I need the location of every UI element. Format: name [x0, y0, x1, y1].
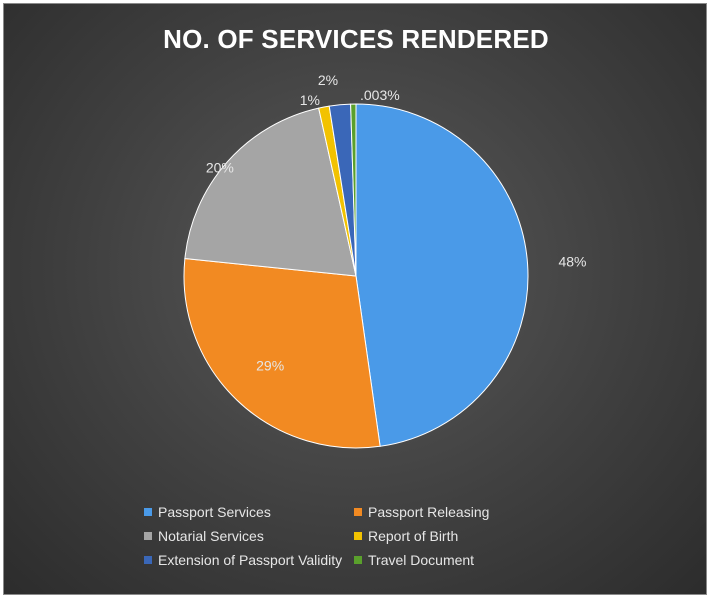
legend-item: Passport Services	[144, 504, 354, 520]
chart-title: NO. OF SERVICES RENDERED	[163, 24, 549, 54]
legend-item: Extension of Passport Validity	[144, 552, 354, 568]
data-label-passport-services: 48%	[558, 254, 586, 270]
legend-item: Notarial Services	[144, 528, 354, 544]
data-label-travel-document: .003%	[360, 87, 400, 103]
legend-swatch	[354, 508, 362, 516]
legend-swatch	[354, 532, 362, 540]
legend-swatch	[144, 532, 152, 540]
legend-label: Report of Birth	[368, 528, 459, 544]
legend-label: Passport Releasing	[368, 504, 490, 520]
pie-slice-passport-releasing	[183, 258, 381, 449]
legend-item: Travel Document	[354, 552, 564, 568]
legend-item: Report of Birth	[354, 528, 564, 544]
legend-item: Passport Releasing	[354, 504, 564, 520]
data-label-notarial-services: 20%	[206, 159, 234, 175]
legend-swatch	[354, 556, 362, 564]
legend-label: Passport Services	[158, 504, 271, 520]
legend-label: Travel Document	[368, 552, 475, 568]
legend-label: Extension of Passport Validity	[158, 552, 343, 568]
pie-slice-passport-services	[355, 103, 529, 447]
pie-slice-notarial-services	[184, 107, 357, 277]
pie-slice-travel-document	[350, 103, 357, 277]
data-label-extension-of-passport-validity: 2%	[318, 72, 338, 88]
pie-chart: 48% 29% 20% 1% 2% .003%	[183, 72, 586, 449]
chart-area: NO. OF SERVICES RENDERED 48% 29% 20% 1% 2% .0…	[3, 3, 707, 595]
legend-swatch	[144, 508, 152, 516]
legend-swatch	[144, 556, 152, 564]
data-label-passport-releasing: 29%	[256, 357, 284, 373]
legend: Passport Services Passport Releasing Notar…	[144, 504, 564, 568]
data-label-report-of-birth: 1%	[300, 92, 320, 108]
legend-label: Notarial Services	[158, 528, 264, 544]
